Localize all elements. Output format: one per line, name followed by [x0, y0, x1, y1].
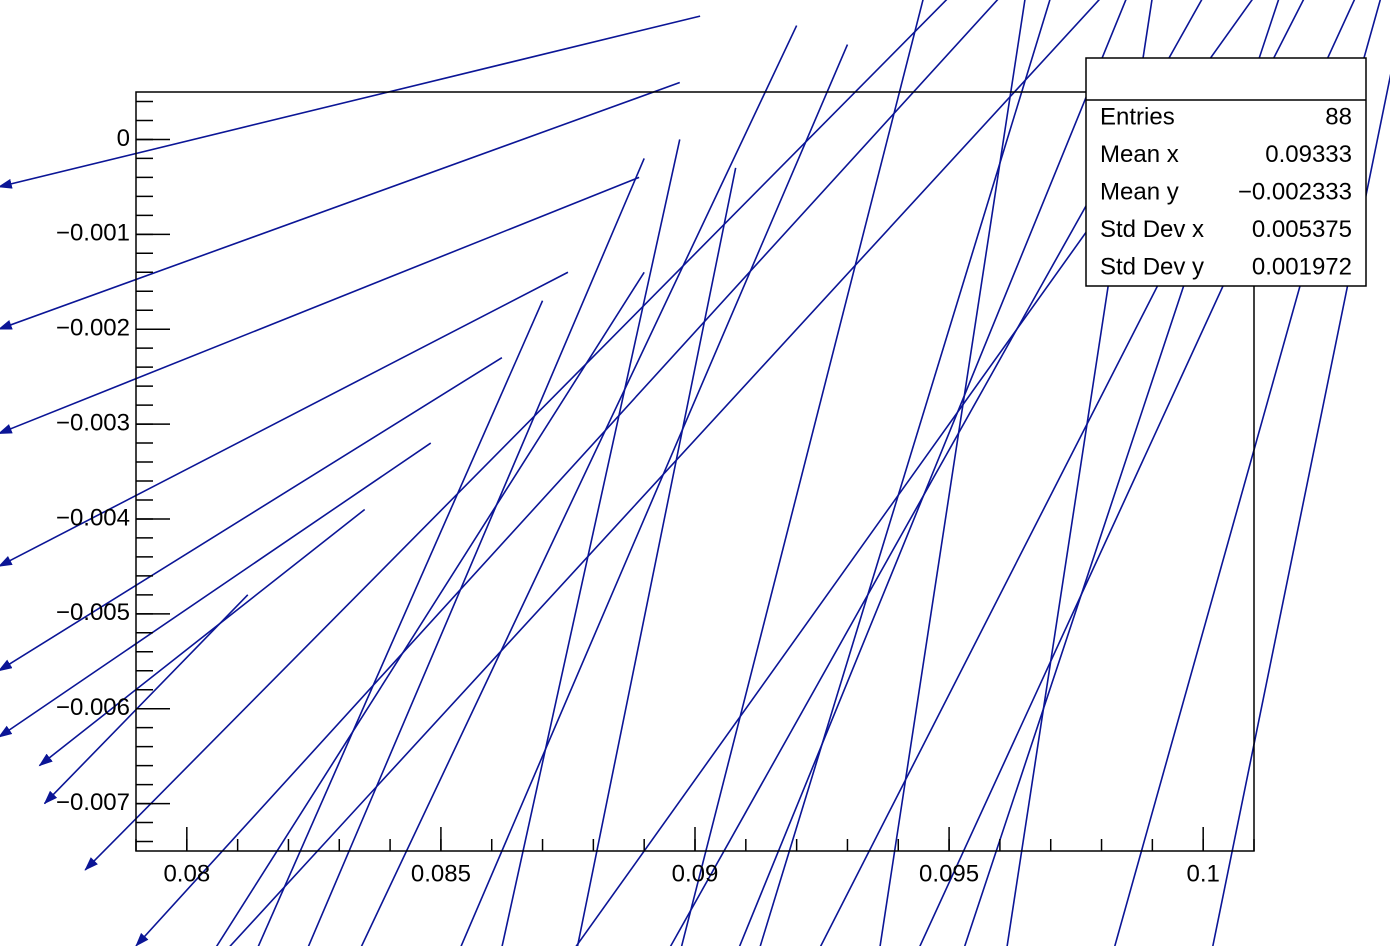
x-tick-label: 0.085 — [411, 860, 471, 887]
stats-label: Entries — [1100, 103, 1175, 130]
arrow — [576, 167, 737, 946]
arrow — [307, 158, 645, 946]
stats-value: 0.09333 — [1265, 141, 1352, 168]
stats-label: Mean x — [1100, 141, 1179, 168]
arrow — [0, 271, 569, 567]
arrow — [759, 0, 1051, 946]
stats-value: 88 — [1325, 103, 1352, 130]
arrow — [135, 0, 999, 946]
y-tick-label: −0.006 — [56, 694, 130, 721]
stats-frame — [1085, 57, 1367, 287]
y-tick-label: −0.002 — [56, 315, 130, 342]
y-tick-label: −0.003 — [56, 409, 130, 436]
arrow — [215, 271, 645, 946]
x-tick-label: 0.09 — [672, 860, 719, 887]
arrow — [879, 0, 1026, 946]
y-tick-label: −0.007 — [56, 789, 130, 816]
stats-label: Mean y — [1100, 178, 1179, 205]
arrow — [38, 508, 366, 767]
y-tick-label: 0 — [117, 125, 130, 152]
arrow — [0, 15, 701, 189]
x-tick-label: 0.1 — [1186, 860, 1219, 887]
stats-box: Entries 88 Mean x 0.09333 Mean y −0.002333 Std… — [1085, 57, 1367, 287]
arrow — [1212, 73, 1390, 946]
arrow — [360, 25, 798, 946]
arrow — [0, 442, 432, 738]
arrow — [680, 0, 924, 946]
arrow — [43, 594, 249, 805]
arrow — [501, 139, 681, 946]
stats-value: 0.001972 — [1252, 253, 1352, 280]
arrow — [229, 0, 1100, 946]
stats-value: −0.002333 — [1238, 178, 1352, 205]
y-tick-label: −0.001 — [56, 220, 130, 247]
x-tick-label: 0.095 — [919, 860, 979, 887]
arrow — [0, 81, 681, 330]
stats-label: Std Dev y — [1100, 253, 1204, 280]
arrow — [460, 44, 849, 946]
y-tick-label: −0.005 — [56, 599, 130, 626]
arrow — [84, 0, 948, 871]
arrow — [257, 300, 544, 946]
stats-value: 0.005375 — [1252, 216, 1352, 243]
arrow — [0, 356, 503, 672]
x-tick-label: 0.08 — [163, 860, 210, 887]
arrow — [738, 0, 1127, 946]
y-tick-label: −0.004 — [56, 504, 130, 531]
stats-label: Std Dev x — [1100, 216, 1204, 243]
arrow — [0, 176, 640, 434]
